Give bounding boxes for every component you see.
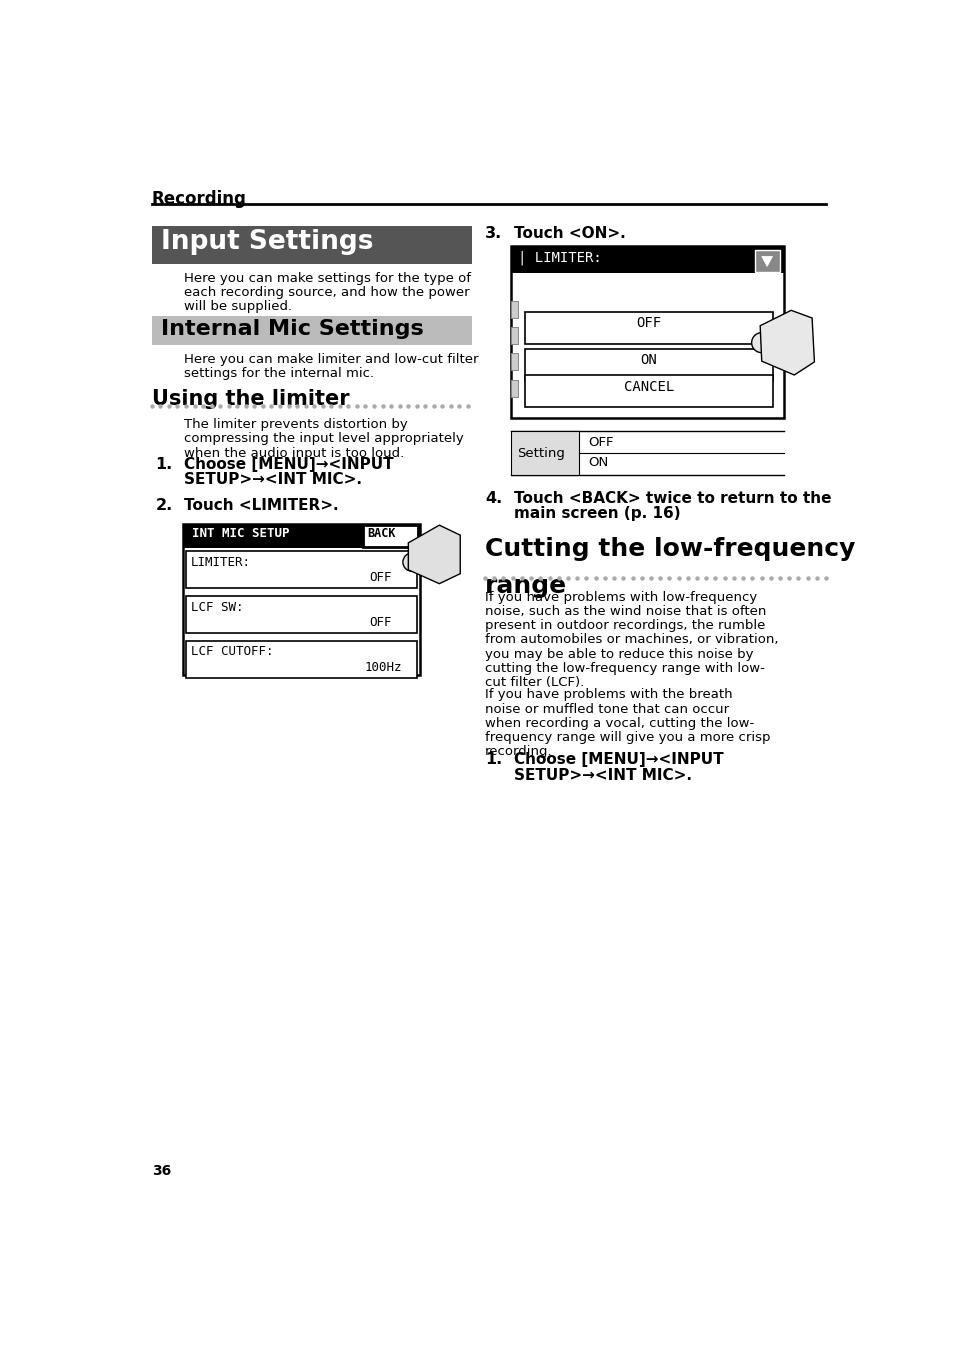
Text: Recording: Recording bbox=[152, 190, 247, 209]
Text: settings for the internal mic.: settings for the internal mic. bbox=[184, 367, 375, 380]
Circle shape bbox=[751, 333, 771, 352]
Bar bbox=[362, 525, 418, 547]
Text: Touch <BACK> twice to return to the: Touch <BACK> twice to return to the bbox=[514, 490, 831, 505]
Text: OFF: OFF bbox=[369, 571, 392, 585]
Polygon shape bbox=[760, 310, 814, 375]
Text: ON: ON bbox=[587, 456, 608, 470]
Text: cut filter (LCF).: cut filter (LCF). bbox=[484, 676, 583, 689]
Text: LCF CUTOFF:: LCF CUTOFF: bbox=[191, 646, 273, 658]
Bar bbox=[183, 524, 419, 548]
Text: range: range bbox=[484, 574, 567, 597]
Text: SETUP>→<INT MIC>.: SETUP>→<INT MIC>. bbox=[184, 473, 362, 487]
Text: OFF: OFF bbox=[587, 436, 613, 448]
Text: you may be able to reduce this noise by: you may be able to reduce this noise by bbox=[484, 647, 753, 661]
Text: 1.: 1. bbox=[484, 753, 502, 768]
Text: SETUP>→<INT MIC>.: SETUP>→<INT MIC>. bbox=[514, 768, 692, 783]
Text: LCF SW:: LCF SW: bbox=[191, 601, 243, 613]
Text: | LIMITER:: | LIMITER: bbox=[517, 250, 601, 265]
Text: 1.: 1. bbox=[155, 456, 172, 471]
Text: Setting: Setting bbox=[517, 447, 564, 459]
Text: 2.: 2. bbox=[155, 498, 172, 513]
Text: CANCEL: CANCEL bbox=[623, 379, 674, 394]
Bar bbox=[510, 431, 578, 475]
Text: frequency range will give you a more crisp: frequency range will give you a more cri… bbox=[484, 731, 770, 745]
Text: Cutting the low-frequency: Cutting the low-frequency bbox=[484, 536, 855, 561]
Bar bbox=[524, 311, 773, 344]
Text: when the audio input is too loud.: when the audio input is too loud. bbox=[184, 447, 404, 459]
Text: Touch <LIMITER>.: Touch <LIMITER>. bbox=[184, 498, 338, 513]
Text: If you have problems with the breath: If you have problems with the breath bbox=[484, 688, 732, 701]
Bar bbox=[510, 301, 517, 318]
Bar bbox=[510, 246, 783, 418]
Text: from automobiles or machines, or vibration,: from automobiles or machines, or vibrati… bbox=[484, 634, 778, 646]
Text: INT MIC SETUP: INT MIC SETUP bbox=[192, 527, 290, 540]
Text: when recording a vocal, cutting the low-: when recording a vocal, cutting the low- bbox=[484, 716, 754, 730]
Text: LIMITER:: LIMITER: bbox=[191, 556, 251, 569]
Bar bbox=[510, 246, 783, 274]
Bar bbox=[510, 353, 517, 371]
Text: recording.: recording. bbox=[484, 745, 552, 758]
Text: Here you can make limiter and low-cut filter: Here you can make limiter and low-cut fi… bbox=[184, 352, 478, 366]
Text: main screen (p. 16): main screen (p. 16) bbox=[514, 506, 680, 521]
Text: OFF: OFF bbox=[636, 317, 660, 330]
Text: compressing the input level appropriately: compressing the input level appropriatel… bbox=[184, 432, 463, 445]
Text: Here you can make settings for the type of: Here you can make settings for the type … bbox=[184, 272, 471, 284]
Text: will be supplied.: will be supplied. bbox=[184, 301, 293, 313]
Bar bbox=[152, 226, 472, 264]
Text: 3.: 3. bbox=[484, 226, 502, 241]
Text: Internal Mic Settings: Internal Mic Settings bbox=[161, 318, 423, 338]
Polygon shape bbox=[408, 525, 459, 584]
Bar bbox=[510, 379, 517, 397]
Polygon shape bbox=[760, 256, 772, 267]
Bar bbox=[524, 349, 773, 382]
Circle shape bbox=[402, 552, 421, 571]
Text: cutting the low-frequency range with low-: cutting the low-frequency range with low… bbox=[484, 662, 764, 674]
Text: Input Settings: Input Settings bbox=[161, 229, 374, 255]
Bar bbox=[186, 596, 416, 632]
Bar bbox=[186, 640, 416, 677]
Text: 4.: 4. bbox=[484, 490, 502, 505]
Text: The limiter prevents distortion by: The limiter prevents distortion by bbox=[184, 418, 408, 431]
Text: ON: ON bbox=[639, 353, 657, 367]
Bar bbox=[152, 315, 472, 345]
Bar bbox=[524, 375, 773, 408]
Text: BACK: BACK bbox=[367, 527, 395, 540]
Text: Using the limiter: Using the limiter bbox=[152, 389, 349, 409]
Bar bbox=[186, 551, 416, 588]
Text: Choose [MENU]→<INPUT: Choose [MENU]→<INPUT bbox=[514, 753, 723, 768]
Text: 36: 36 bbox=[152, 1164, 171, 1178]
Text: Choose [MENU]→<INPUT: Choose [MENU]→<INPUT bbox=[184, 456, 394, 471]
Text: noise, such as the wind noise that is often: noise, such as the wind noise that is of… bbox=[484, 605, 765, 617]
Bar bbox=[510, 328, 517, 344]
Text: 100Hz: 100Hz bbox=[364, 661, 401, 674]
Text: noise or muffled tone that can occur: noise or muffled tone that can occur bbox=[484, 703, 728, 716]
Text: present in outdoor recordings, the rumble: present in outdoor recordings, the rumbl… bbox=[484, 619, 764, 632]
Text: Touch <ON>.: Touch <ON>. bbox=[514, 226, 625, 241]
Text: If you have problems with low-frequency: If you have problems with low-frequency bbox=[484, 590, 757, 604]
Bar bbox=[183, 524, 419, 676]
Text: each recording source, and how the power: each recording source, and how the power bbox=[184, 286, 470, 299]
Bar bbox=[754, 250, 779, 272]
Text: OFF: OFF bbox=[369, 616, 392, 630]
